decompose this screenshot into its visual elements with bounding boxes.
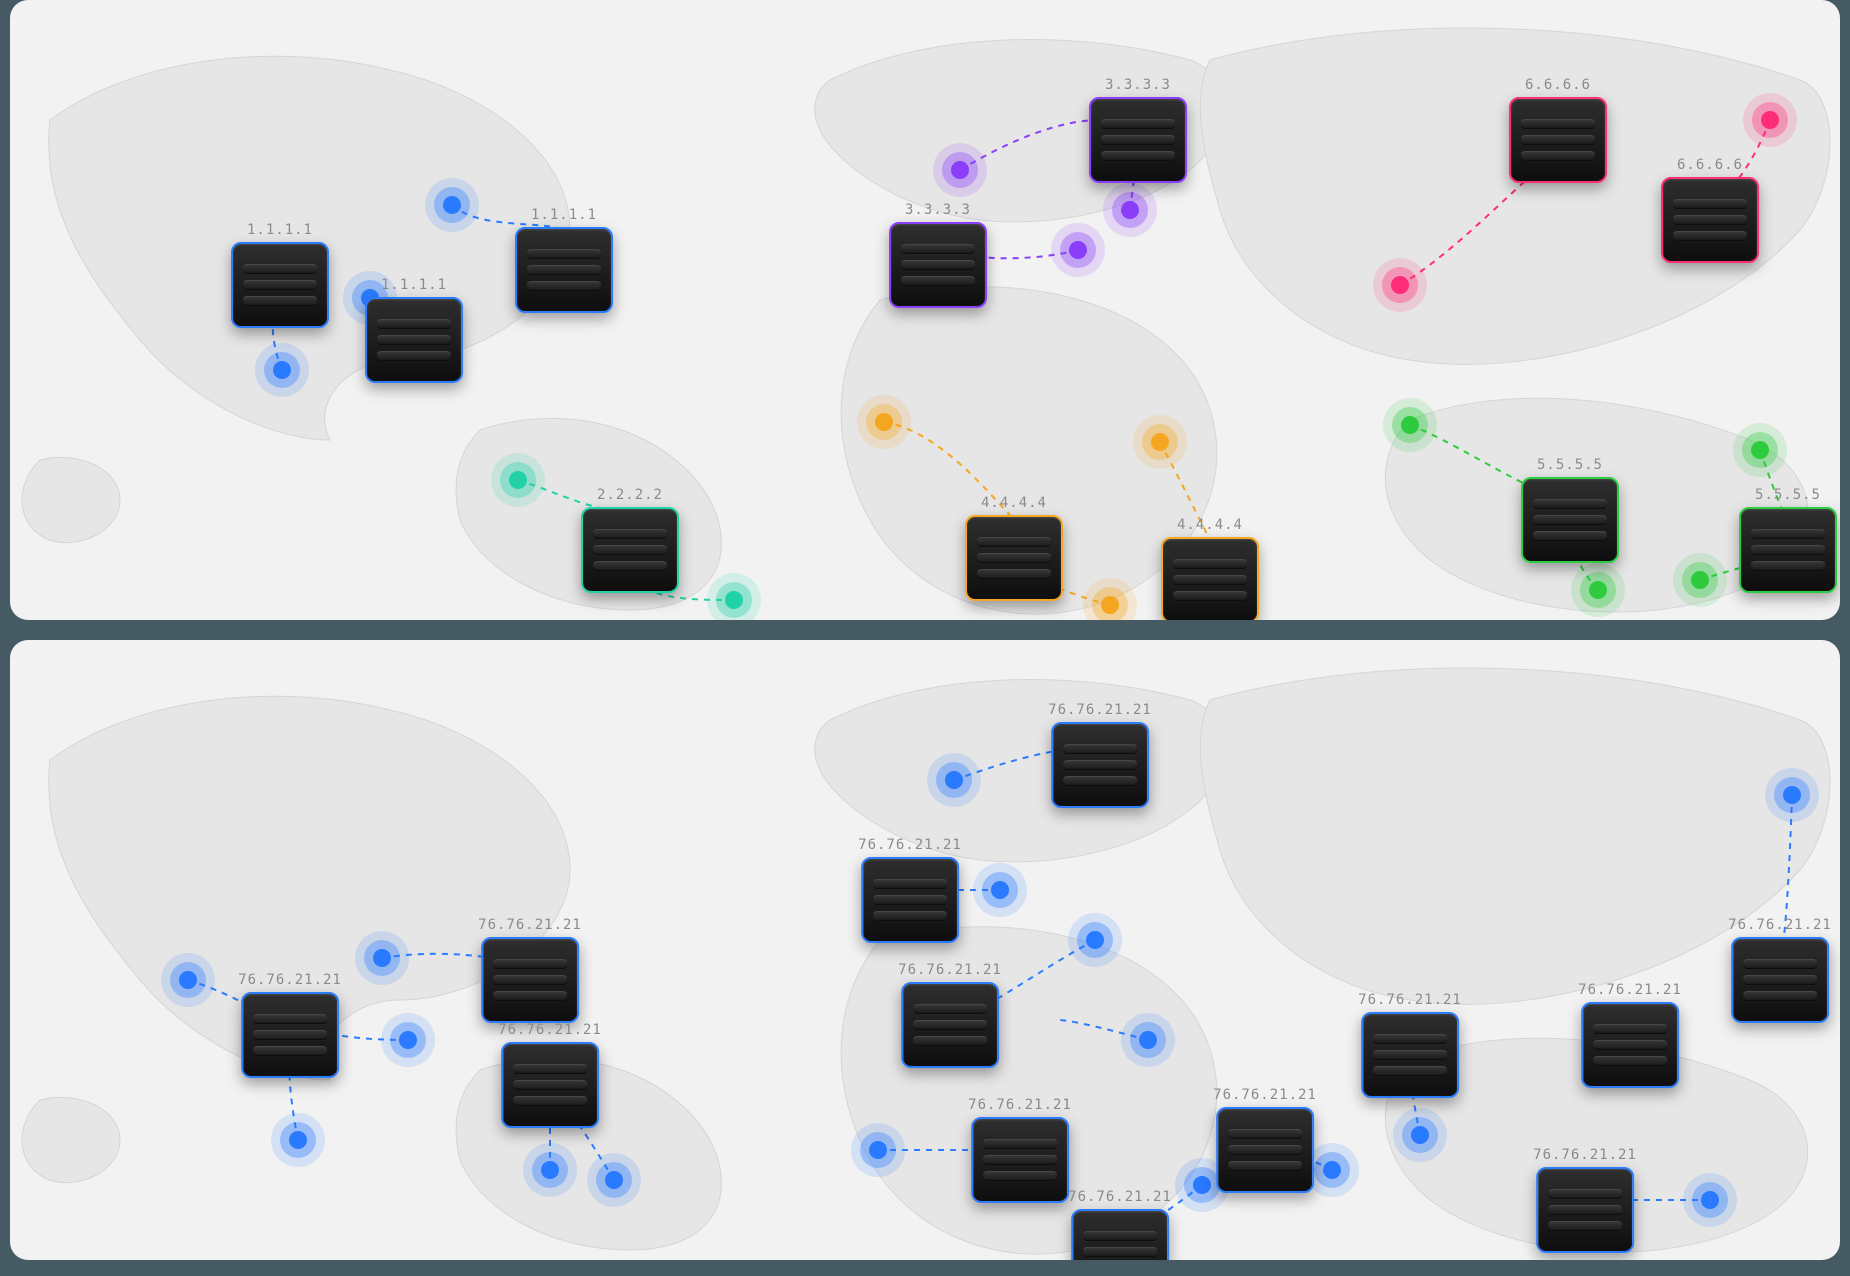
world-map-bottom bbox=[10, 640, 1840, 1260]
stage: 1.1.1.11.1.1.11.1.1.12.2.2.23.3.3.33.3.3… bbox=[0, 0, 1850, 1276]
panel-bottom: 76.76.21.2176.76.21.2176.76.21.2176.76.2… bbox=[10, 640, 1840, 1260]
world-map-top bbox=[10, 0, 1840, 620]
panel-top: 1.1.1.11.1.1.11.1.1.12.2.2.23.3.3.33.3.3… bbox=[10, 0, 1840, 620]
